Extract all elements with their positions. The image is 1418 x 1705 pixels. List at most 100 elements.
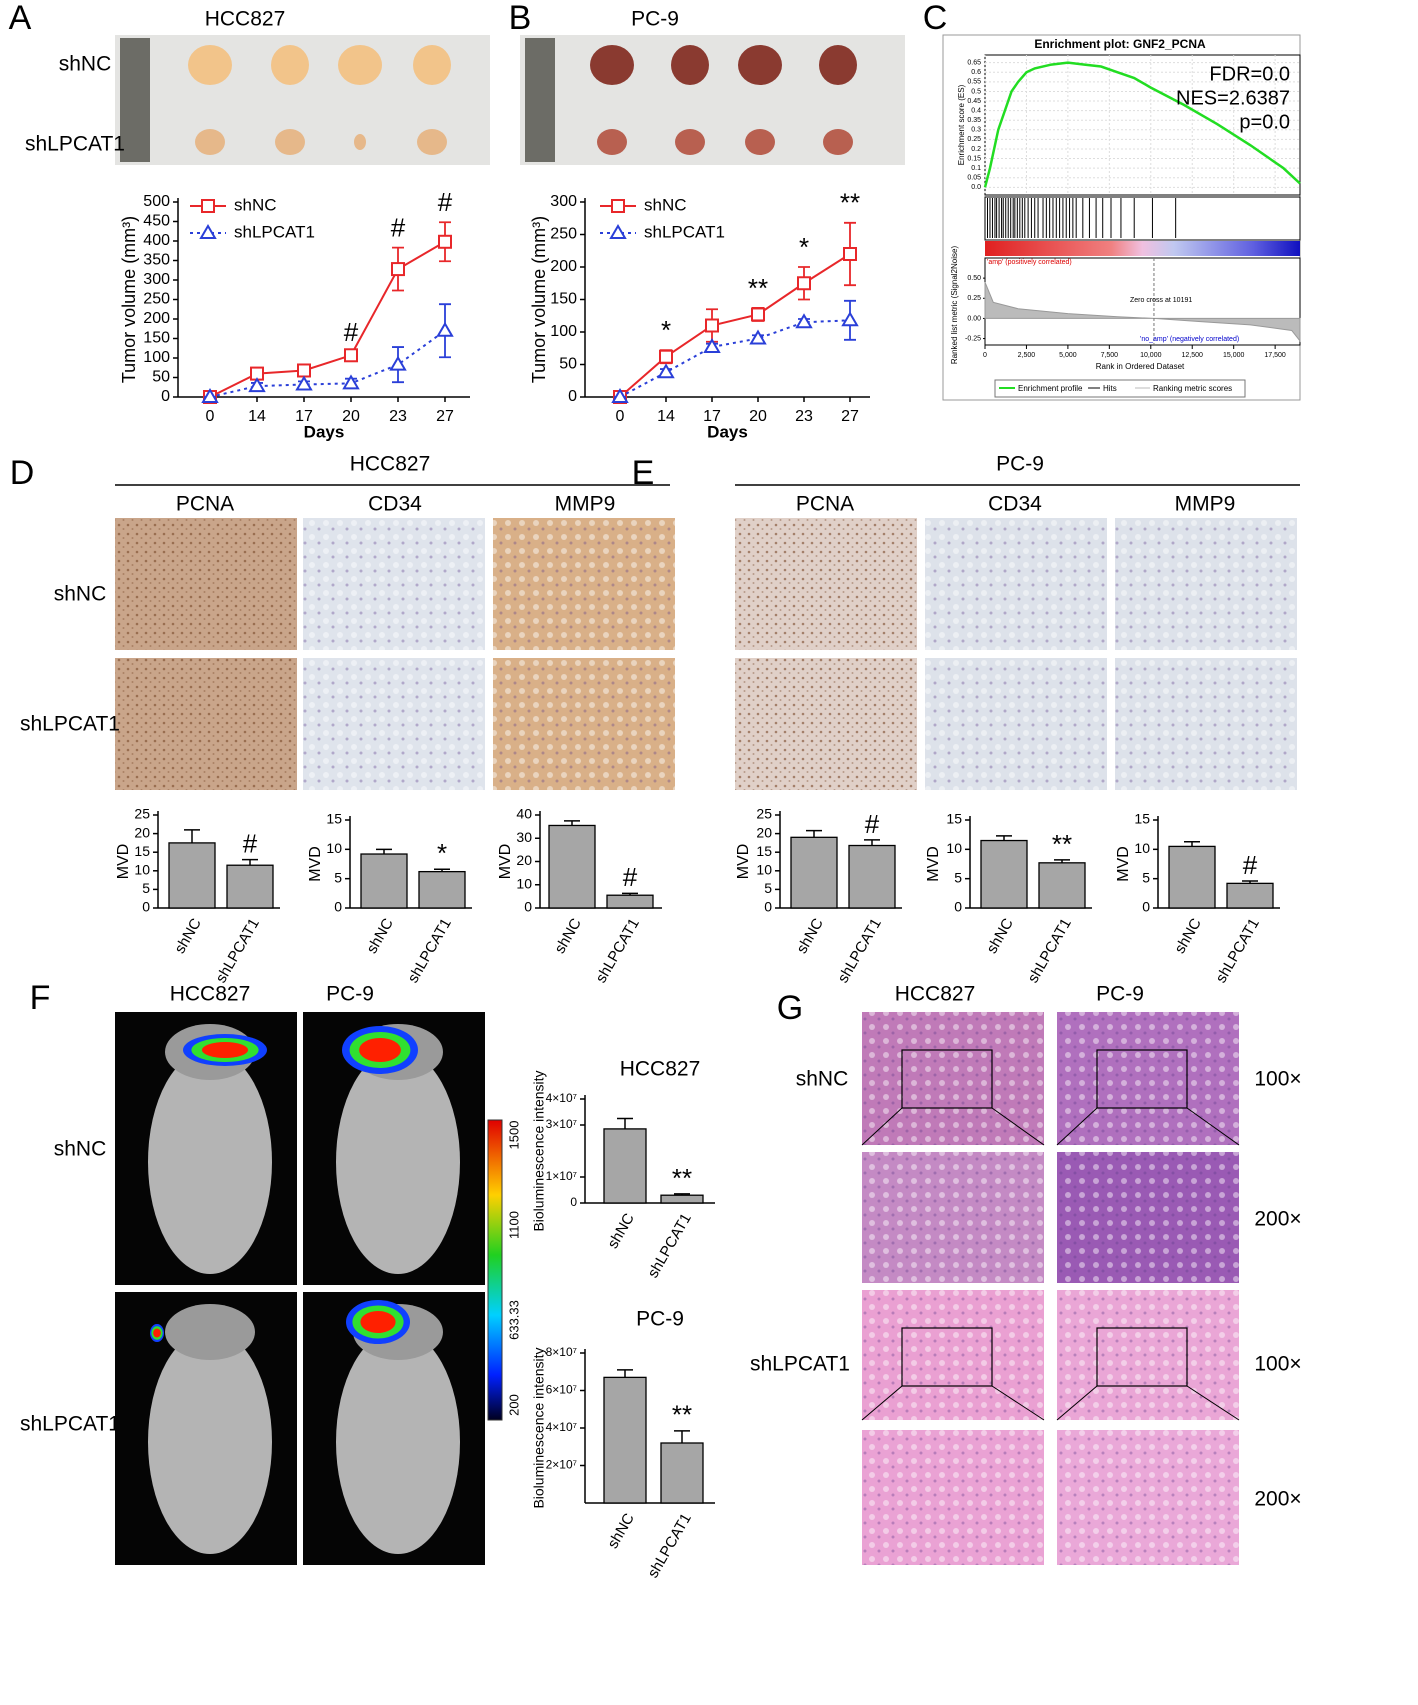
y-tick-label: 50: [559, 356, 577, 373]
panel-label: F: [30, 979, 51, 1017]
y-tick-label: 0: [334, 899, 342, 915]
row-label: shNC: [54, 1138, 107, 1161]
ruler: [525, 38, 555, 162]
zoom-box: [901, 1327, 993, 1387]
bar: [603, 1376, 647, 1504]
ihc-texture: [115, 658, 297, 790]
tumor: [745, 129, 775, 155]
signal: [201, 1042, 249, 1058]
ihc-column: MMP9: [555, 493, 616, 516]
legend-label: shLPCAT1: [644, 222, 725, 241]
ihc-texture: [735, 658, 917, 790]
point: [391, 262, 405, 277]
stat-label: p=0.0: [1239, 111, 1290, 133]
ihc-column: PCNA: [796, 493, 854, 516]
x-tick-label: shNC: [551, 915, 585, 956]
y-axis-label: Ranked list metric (Signal2Noise): [950, 246, 959, 365]
y-tick-label: 0: [568, 388, 577, 405]
signal: [359, 1038, 401, 1062]
point: [438, 234, 452, 249]
ihc-column: MMP9: [1175, 493, 1236, 516]
ihc-column: CD34: [368, 493, 422, 516]
y-tick-label: 0.1: [971, 165, 981, 172]
y-tick-label: 0.0: [971, 184, 981, 191]
colorbar-label: 1100: [506, 1211, 521, 1239]
y-tick-label: 0.65: [967, 60, 981, 67]
bar: [168, 842, 216, 909]
y-tick-label: 0.00: [967, 315, 981, 322]
y-tick-label: 4×10⁷: [546, 1420, 577, 1434]
column-label: PC-9: [1096, 983, 1144, 1006]
y-tick-label: 10: [516, 875, 532, 891]
legend-frame: [994, 379, 1246, 398]
panel-label: A: [9, 0, 32, 37]
error-bar: [674, 1430, 690, 1443]
y-tick-label: 200: [143, 310, 170, 327]
x-tick-label: 17: [703, 408, 721, 425]
bar: [1038, 862, 1086, 909]
bar: [226, 864, 274, 909]
y-tick-label: 0.5: [971, 88, 981, 95]
y-tick-label: 30: [516, 829, 532, 845]
x-tick-label: 23: [795, 408, 813, 425]
tumor: [671, 45, 709, 85]
bar: [548, 824, 596, 909]
point: [657, 363, 675, 379]
annotation: #: [623, 862, 638, 892]
panel-label: E: [632, 454, 655, 492]
point: [344, 348, 358, 363]
y-tick-label: 300: [143, 271, 170, 288]
y-tick-label: 0.50: [967, 275, 981, 282]
zoom-line: [991, 1107, 1045, 1146]
zoom-line: [1056, 1107, 1098, 1146]
x-tick-label: 0: [616, 408, 625, 425]
point: [841, 311, 859, 327]
point: [297, 363, 311, 378]
y-tick-label: 200: [550, 258, 577, 275]
y-tick-label: 6×10⁷: [546, 1383, 577, 1397]
tumor: [417, 129, 447, 155]
point: [797, 276, 811, 291]
y-tick-label: 10: [756, 862, 772, 878]
y-tick-label: 25: [134, 806, 150, 822]
x-tick-label: shNC: [1171, 915, 1205, 956]
ihc-texture: [493, 658, 675, 790]
y-tick-label: 20: [516, 852, 532, 868]
y-tick-label: 5: [1142, 869, 1150, 885]
y-axis-label: Bioluminescence intensity: [531, 1070, 547, 1231]
x-tick-label: 17,500: [1264, 352, 1286, 359]
magnification: 200×: [1254, 1208, 1301, 1231]
signal: [153, 1328, 161, 1338]
tumor: [188, 45, 232, 85]
y-tick-label: 5: [954, 869, 962, 885]
y-tick-label: 0.25: [967, 136, 981, 143]
legend-label: Ranking metric scores: [1153, 384, 1232, 393]
x-tick-label: 7,500: [1101, 352, 1119, 359]
error-bar: [617, 1369, 633, 1378]
y-tick-label: 300: [550, 193, 577, 210]
bar: [790, 836, 838, 909]
mouse: [336, 1330, 460, 1554]
y-tick-label: 0.6: [971, 69, 981, 76]
legend-marker: [201, 199, 215, 213]
x-tick-label: shLPCAT1: [404, 915, 454, 985]
y-tick-label: 15: [1134, 811, 1150, 827]
row-label: shNC: [54, 583, 107, 606]
x-tick-label: 17: [295, 408, 313, 425]
x-tick-label: shLPCAT1: [592, 915, 642, 985]
x-tick-label: 5,000: [1059, 352, 1077, 359]
zoom-box: [1096, 1327, 1188, 1387]
x-axis-label: Days: [707, 422, 748, 441]
legend-marker: [609, 224, 627, 239]
photo-title: PC-9: [631, 8, 679, 31]
mouse: [148, 1050, 272, 1274]
legend-label: Hits: [1103, 384, 1117, 393]
y-tick-label: 5: [764, 880, 772, 896]
x-tick-label: shNC: [604, 1510, 638, 1551]
ruler: [120, 38, 150, 162]
annotation: **: [672, 1163, 692, 1193]
x-tick-label: 20: [749, 408, 767, 425]
signal: [360, 1311, 396, 1333]
y-tick-label: 0.55: [967, 79, 981, 86]
column-label: PC-9: [326, 983, 374, 1006]
